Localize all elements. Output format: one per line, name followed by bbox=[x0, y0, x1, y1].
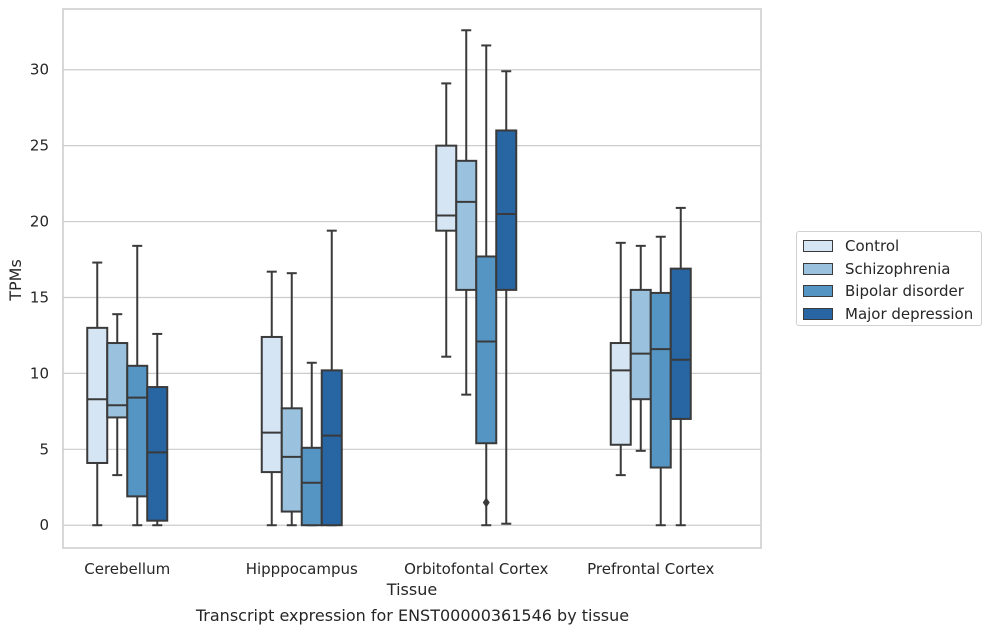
outlier-marker bbox=[482, 497, 490, 508]
y-tick-label: 0 bbox=[39, 516, 49, 534]
box-iqr bbox=[629, 288, 652, 401]
box-iqr bbox=[146, 386, 169, 522]
x-tick-label: Prefrontal Cortex bbox=[587, 560, 714, 578]
legend-swatch bbox=[803, 285, 833, 298]
y-axis-label: TPMs bbox=[6, 259, 25, 302]
legend-label: Control bbox=[845, 237, 900, 256]
figure-caption: Transcript expression for ENST0000036154… bbox=[195, 606, 630, 625]
y-tick-labels: 0 5 10 15 20 25 30 bbox=[30, 61, 49, 534]
box-iqr bbox=[455, 159, 478, 291]
gridlines bbox=[63, 69, 761, 526]
box-iqr bbox=[260, 335, 283, 474]
legend-swatch bbox=[803, 240, 833, 253]
box-iqr bbox=[495, 129, 518, 291]
legend-label: Bipolar disorder bbox=[845, 282, 964, 301]
box-iqr bbox=[649, 291, 672, 469]
y-tick-label: 25 bbox=[30, 137, 49, 155]
box-iqr bbox=[320, 369, 343, 527]
box-iqr bbox=[475, 255, 498, 445]
box-group bbox=[260, 229, 343, 527]
legend-item: Schizophrenia bbox=[803, 258, 981, 281]
box-iqr bbox=[280, 407, 303, 513]
box-iqr bbox=[669, 267, 692, 420]
legend-swatch bbox=[803, 307, 833, 320]
y-tick-label: 15 bbox=[30, 288, 49, 306]
y-tick-label: 10 bbox=[30, 364, 49, 382]
plot-area-background bbox=[63, 9, 761, 548]
x-tick-label: Hipppocampus bbox=[246, 560, 358, 578]
legend: Control Schizophrenia Bipolar disorder Majo… bbox=[796, 231, 982, 326]
legend-swatch bbox=[803, 262, 833, 275]
x-tick-labels: Cerebellum Hipppocampus Orbitofontal Corte… bbox=[84, 560, 714, 578]
box-iqr bbox=[86, 326, 109, 464]
box-groups bbox=[86, 29, 692, 527]
legend-item: Control bbox=[803, 235, 981, 258]
y-tick-label: 20 bbox=[30, 213, 49, 231]
plot-frame bbox=[62, 8, 762, 549]
y-tick-label: 30 bbox=[30, 61, 49, 79]
box-iqr bbox=[300, 446, 323, 527]
x-tick-label: Cerebellum bbox=[84, 560, 170, 578]
box-iqr bbox=[126, 364, 149, 498]
x-tick-label: Orbitofontal Cortex bbox=[404, 560, 548, 578]
legend-item: Major depression bbox=[803, 303, 981, 326]
legend-label: Major depression bbox=[845, 304, 974, 323]
x-axis-label: Tissue bbox=[386, 580, 437, 599]
box-iqr bbox=[435, 144, 458, 232]
box-group bbox=[609, 206, 692, 527]
legend-label: Schizophrenia bbox=[845, 259, 951, 278]
y-tick-label: 5 bbox=[39, 440, 49, 458]
box-group bbox=[86, 244, 169, 527]
box-iqr bbox=[609, 342, 632, 446]
legend-item: Bipolar disorder bbox=[803, 280, 981, 303]
box-group bbox=[435, 29, 518, 527]
